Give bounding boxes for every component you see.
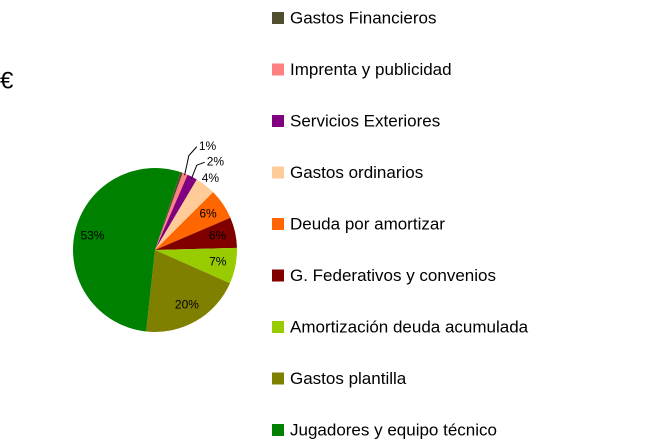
legend-swatch <box>272 321 284 333</box>
pie-slice <box>155 179 214 250</box>
legend-swatch <box>272 218 284 230</box>
pie-slice <box>72 167 181 332</box>
legend-swatch <box>272 63 284 76</box>
leader-line <box>191 161 205 179</box>
pie-slice <box>146 250 230 332</box>
legend-swatch <box>272 269 284 282</box>
legend-swatch <box>272 166 284 179</box>
legend-label: Jugadores y equipo técnico <box>290 420 497 439</box>
legend-swatch <box>272 115 284 127</box>
pie-slice <box>155 172 183 250</box>
data-label: 1% <box>199 139 217 153</box>
legend-label: Gastos Financieros <box>290 8 436 27</box>
data-label: 4% <box>202 171 220 185</box>
legend-label: Gastos plantilla <box>290 369 407 388</box>
legend-label: G. Federativos y convenios <box>290 266 496 285</box>
legend-swatch <box>272 372 284 385</box>
data-label: 7% <box>209 255 227 269</box>
legend-swatch <box>272 424 284 436</box>
legend-label: Gastos ordinarios <box>290 163 423 182</box>
data-label: 2% <box>207 154 225 168</box>
legend-swatch <box>272 12 284 24</box>
data-label: 20% <box>175 298 199 312</box>
legend-label: Servicios Exteriores <box>290 111 440 130</box>
legend-label: Imprenta y publicidad <box>290 60 452 79</box>
legend-label: Deuda por amortizar <box>290 214 445 233</box>
data-label: 6% <box>199 206 217 220</box>
data-label: 6% <box>209 229 227 243</box>
pie-slice <box>155 172 188 250</box>
pie-slice <box>155 247 237 284</box>
chart-title: € <box>0 67 14 94</box>
legend-label: Amortización deuda acumulada <box>290 317 529 336</box>
pie-slice <box>155 192 231 250</box>
pie-slice <box>155 174 197 250</box>
data-label: 53% <box>80 229 104 243</box>
pie-slice <box>155 217 237 250</box>
leader-line <box>184 146 198 176</box>
